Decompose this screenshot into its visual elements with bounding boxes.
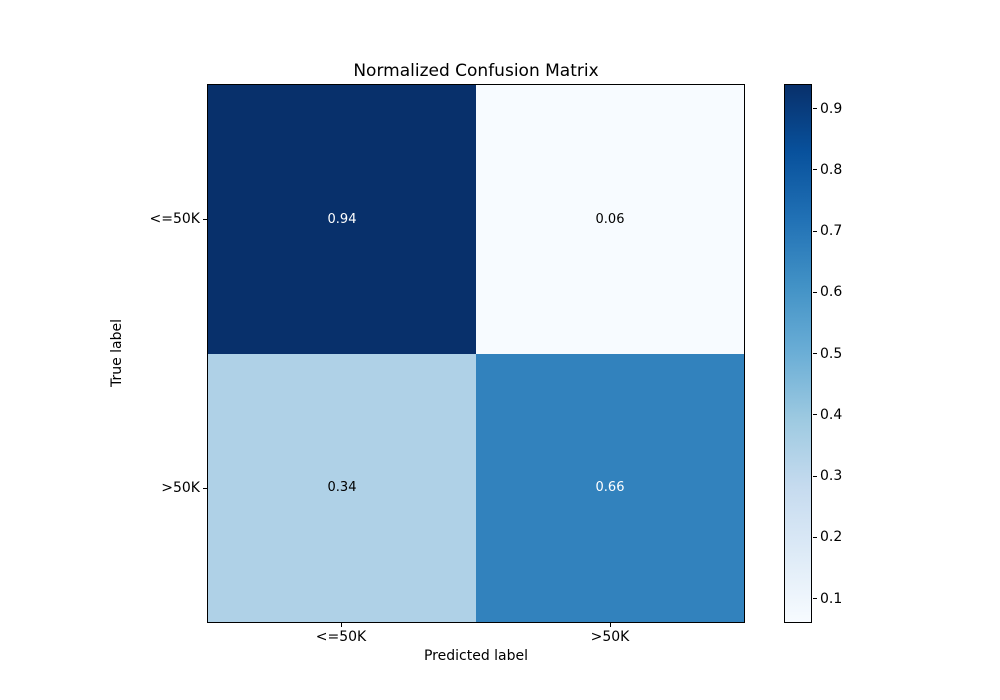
- cell-value-label: 0.94: [327, 211, 357, 227]
- x-axis-label: Predicted label: [423, 648, 529, 664]
- colorbar-tick-label: 0.8: [820, 161, 843, 178]
- cell-value-label: 0.06: [595, 211, 625, 227]
- colorbar-tick-mark: [813, 230, 817, 232]
- matrix-cell: 0.66: [476, 353, 744, 622]
- matrix-cell: 0.06: [476, 85, 744, 354]
- x-tick-label: <=50K: [315, 629, 367, 645]
- colorbar-tick-mark: [813, 291, 817, 293]
- colorbar-tick-mark: [813, 108, 817, 109]
- colorbar-tick-label: 0.7: [820, 223, 843, 239]
- y-tick-label: <=50K: [149, 211, 200, 227]
- matrix-cell: 0.34: [208, 353, 476, 622]
- colorbar-tick-label: 0.3: [820, 468, 843, 484]
- y-tick-label: >50K: [161, 480, 200, 496]
- chart-title: Normalized Confusion Matrix: [353, 61, 599, 81]
- matrix-cell: 0.94: [208, 85, 476, 354]
- cell-value-label: 0.34: [327, 480, 357, 496]
- x-axis-tick-mark: [610, 623, 611, 627]
- y-axis-tick-mark: [203, 488, 207, 489]
- colorbar-tick-label: 0.2: [820, 529, 843, 546]
- y-axis-tick-mark: [203, 219, 207, 220]
- x-tick-label: >50K: [590, 629, 630, 645]
- colorbar-tick-label: 0.6: [820, 284, 843, 301]
- colorbar-tick-mark: [813, 536, 817, 538]
- colorbar-tick-mark: [813, 169, 817, 171]
- colorbar-tick-mark: [813, 475, 817, 477]
- y-axis-label: True label: [109, 318, 125, 388]
- colorbar-tick-mark: [813, 353, 817, 354]
- colorbar-tick-mark: [813, 598, 817, 599]
- colorbar-tick-label: 0.9: [820, 100, 843, 117]
- cell-value-label: 0.66: [595, 480, 625, 496]
- colorbar-gradient: [784, 84, 812, 623]
- colorbar-tick-label: 0.5: [820, 345, 843, 362]
- colorbar-tick-label: 0.1: [820, 590, 843, 607]
- colorbar-tick-mark: [813, 414, 817, 416]
- colorbar-tick-label: 0.4: [820, 406, 843, 423]
- x-axis-tick-mark: [341, 623, 342, 627]
- heatmap-axes: 0.94 0.06 0.34 0.66: [207, 84, 745, 623]
